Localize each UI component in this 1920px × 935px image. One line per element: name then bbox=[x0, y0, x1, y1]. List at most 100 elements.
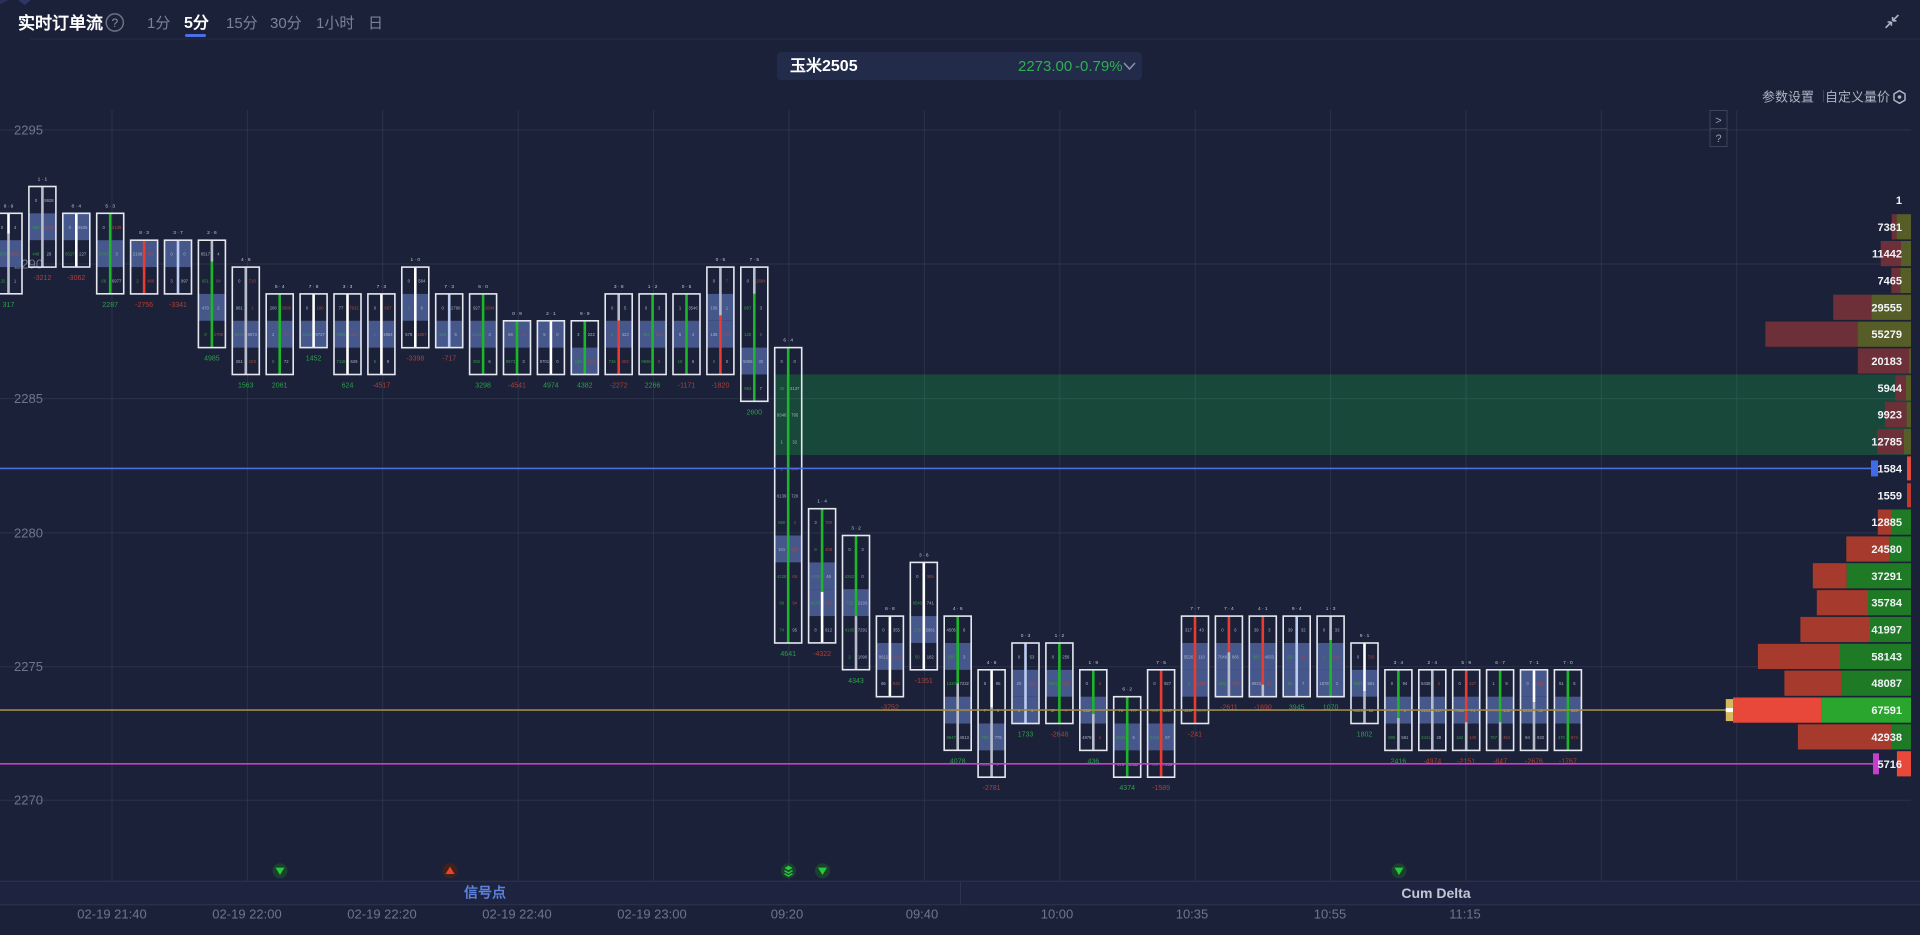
svg-text:4374: 4374 bbox=[1119, 785, 1135, 792]
svg-text:2419: 2419 bbox=[1150, 735, 1160, 740]
svg-text:-1589: -1589 bbox=[1152, 785, 1170, 792]
svg-text:912: 912 bbox=[825, 628, 833, 633]
svg-text:02-19 22:40: 02-19 22:40 bbox=[482, 907, 551, 922]
svg-text:自定义量价: 自定义量价 bbox=[1825, 90, 1890, 105]
svg-text:436: 436 bbox=[1087, 758, 1099, 765]
svg-text:6: 6 bbox=[1133, 735, 1136, 740]
svg-text:2 · 6: 2 · 6 bbox=[207, 230, 217, 236]
svg-text:0: 0 bbox=[556, 332, 559, 337]
svg-text:4 · 1: 4 · 1 bbox=[1258, 606, 1268, 612]
svg-text:67: 67 bbox=[1165, 735, 1170, 740]
svg-text:8933: 8933 bbox=[1252, 681, 1262, 686]
svg-text:-2611: -2611 bbox=[1220, 705, 1237, 712]
svg-text:2193: 2193 bbox=[858, 601, 868, 606]
svg-text:6 · 2: 6 · 2 bbox=[1122, 687, 1132, 693]
svg-text:6 · 7: 6 · 7 bbox=[1495, 660, 1505, 666]
svg-text:02-19 21:40: 02-19 21:40 bbox=[77, 907, 146, 922]
svg-text:2: 2 bbox=[1336, 681, 1339, 686]
svg-text:-717: -717 bbox=[442, 356, 456, 363]
svg-text:-2151: -2151 bbox=[1457, 758, 1475, 765]
svg-text:15分: 15分 bbox=[226, 15, 258, 32]
svg-text:20: 20 bbox=[1017, 681, 1022, 686]
svg-text:9540: 9540 bbox=[913, 601, 923, 606]
svg-text:48087: 48087 bbox=[1871, 678, 1902, 690]
svg-text:3945: 3945 bbox=[1289, 705, 1305, 712]
svg-text:?: ? bbox=[111, 16, 118, 30]
svg-text:10:55: 10:55 bbox=[1314, 907, 1347, 922]
svg-text:9928: 9928 bbox=[44, 198, 54, 203]
svg-text:0: 0 bbox=[442, 305, 445, 310]
svg-text:30: 30 bbox=[284, 332, 289, 337]
svg-text:1320: 1320 bbox=[947, 681, 957, 686]
svg-text:5741: 5741 bbox=[99, 252, 109, 257]
svg-text:1 · 2: 1 · 2 bbox=[1055, 633, 1065, 639]
svg-text:94: 94 bbox=[1525, 735, 1530, 740]
svg-text:4613: 4613 bbox=[960, 735, 970, 740]
svg-text:933: 933 bbox=[1537, 735, 1545, 740]
svg-text:202: 202 bbox=[622, 359, 630, 364]
svg-text:实时订单流: 实时订单流 bbox=[18, 13, 103, 33]
svg-text:6: 6 bbox=[692, 359, 695, 364]
svg-text:5 · 4: 5 · 4 bbox=[275, 284, 285, 290]
svg-text:820: 820 bbox=[656, 332, 664, 337]
svg-text:4: 4 bbox=[1099, 735, 1102, 740]
svg-text:9727: 9727 bbox=[315, 332, 325, 337]
svg-text:09:40: 09:40 bbox=[906, 907, 939, 922]
svg-text:2: 2 bbox=[136, 279, 139, 284]
svg-text:795: 795 bbox=[791, 413, 799, 418]
svg-text:667: 667 bbox=[384, 305, 392, 310]
svg-text:1: 1 bbox=[726, 305, 729, 310]
svg-text:559: 559 bbox=[439, 332, 447, 337]
svg-text:3441: 3441 bbox=[1421, 735, 1431, 740]
svg-text:725: 725 bbox=[846, 601, 854, 606]
svg-text:3: 3 bbox=[522, 359, 525, 364]
svg-text:85: 85 bbox=[1267, 681, 1272, 686]
svg-text:5371: 5371 bbox=[235, 332, 245, 337]
svg-text:0: 0 bbox=[374, 305, 377, 310]
svg-text:1分: 1分 bbox=[147, 15, 170, 32]
svg-text:317: 317 bbox=[3, 302, 15, 309]
svg-text:9666: 9666 bbox=[641, 359, 651, 364]
svg-text:3 · 3: 3 · 3 bbox=[343, 284, 353, 290]
svg-text:736: 736 bbox=[609, 359, 617, 364]
svg-text:-2781: -2781 bbox=[983, 785, 1001, 792]
svg-text:02-19 23:00: 02-19 23:00 bbox=[617, 907, 686, 922]
svg-text:0: 0 bbox=[170, 252, 173, 257]
svg-text:4985: 4985 bbox=[204, 356, 220, 363]
svg-text:-3398: -3398 bbox=[406, 356, 424, 363]
svg-text:1964: 1964 bbox=[383, 332, 393, 337]
svg-text:441: 441 bbox=[1537, 681, 1545, 686]
svg-text:?: ? bbox=[1715, 133, 1721, 145]
svg-text:525: 525 bbox=[948, 654, 956, 659]
svg-text:3: 3 bbox=[1438, 681, 1441, 686]
svg-text:3: 3 bbox=[760, 305, 763, 310]
svg-text:7465: 7465 bbox=[1878, 276, 1902, 288]
svg-text:9935: 9935 bbox=[10, 252, 20, 257]
svg-text:208: 208 bbox=[270, 305, 278, 310]
svg-text:5: 5 bbox=[374, 359, 377, 364]
svg-text:0: 0 bbox=[1357, 654, 1360, 659]
svg-text:4185: 4185 bbox=[845, 628, 855, 633]
svg-text:2139: 2139 bbox=[112, 225, 122, 230]
svg-text:-2756: -2756 bbox=[135, 302, 153, 309]
svg-text:8 · 4: 8 · 4 bbox=[71, 203, 81, 209]
svg-text:3: 3 bbox=[814, 520, 817, 525]
svg-text:2295: 2295 bbox=[14, 122, 43, 137]
svg-text:5: 5 bbox=[543, 332, 546, 337]
svg-text:7046: 7046 bbox=[1218, 654, 1228, 659]
svg-text:6: 6 bbox=[421, 305, 424, 310]
svg-text:4 · 8: 4 · 8 bbox=[241, 257, 251, 263]
svg-text:6: 6 bbox=[1234, 628, 1237, 633]
svg-text:89: 89 bbox=[779, 601, 784, 606]
svg-text:7: 7 bbox=[1302, 681, 1305, 686]
svg-text:1584: 1584 bbox=[1878, 463, 1903, 475]
svg-text:1887: 1887 bbox=[417, 332, 427, 337]
svg-text:94: 94 bbox=[1403, 681, 1408, 686]
svg-text:227: 227 bbox=[1469, 681, 1477, 686]
svg-text:-847: -847 bbox=[1493, 758, 1507, 765]
svg-text:50: 50 bbox=[915, 654, 920, 659]
svg-text:09:20: 09:20 bbox=[771, 907, 804, 922]
svg-text:927: 927 bbox=[473, 305, 481, 310]
svg-text:5716: 5716 bbox=[1878, 759, 1902, 771]
svg-text:1 · 9: 1 · 9 bbox=[1088, 660, 1098, 666]
